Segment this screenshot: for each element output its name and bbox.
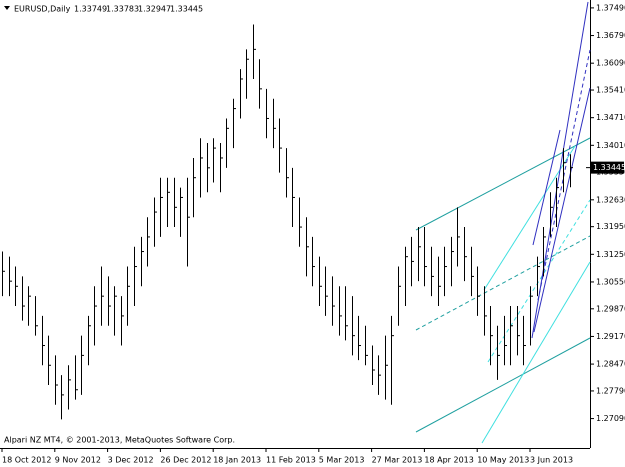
symbol-title: EURUSD,Daily [14,5,71,14]
last-price-tag [591,161,624,174]
trend-lines [415,1,591,444]
x-tick-label: 18 Apr 2013 [424,456,473,465]
x-tick-label: 27 Mar 2013 [372,456,423,465]
x-tick-label: 3 Jun 2013 [530,456,573,465]
y-tick-label: 1.36090 [596,59,625,68]
cyan-line [481,261,591,444]
y-tick-label: 1.29170 [596,332,625,341]
blue-line [533,87,591,333]
y-tick-label: 1.29870 [596,304,625,313]
last-price-label: 1.33445 [593,163,625,172]
blue-line [532,129,561,246]
x-tick-label: 11 Feb 2013 [266,456,316,465]
y-tick-label: 1.37490 [596,3,625,12]
channel-mid [415,235,591,331]
x-tick-label: 3 Dec 2012 [108,456,154,465]
footer: Alpari NZ MT4, © 2001-2013, MetaQuotes S… [4,436,235,445]
quote-low: 1.32947 [138,5,171,14]
quote-open: 1.33749 [74,5,107,14]
quote-close: 1.33445 [170,5,203,14]
menu-arrow [4,6,10,10]
blue-line [531,1,589,339]
x-tick-label: 18 Jan 2013 [213,456,261,465]
x-tick-label: 10 May 2013 [477,456,529,465]
y-tick-label: 1.28470 [596,360,625,369]
x-tick-label: 9 Nov 2012 [55,456,101,465]
y-tick-label: 1.36790 [596,31,625,40]
y-tick-label: 1.27090 [596,414,625,423]
y-tick-label: 1.35410 [596,86,625,95]
x-tick-label: 5 Mar 2013 [319,456,365,465]
quote-high: 1.33783 [106,5,139,14]
y-tick-label: 1.30550 [596,277,625,286]
y-tick-label: 1.34710 [596,113,625,122]
y-tick-label: 1.31950 [596,222,625,231]
y-tick-label: 1.32630 [596,195,625,204]
x-tick-label: 18 Oct 2012 [2,456,51,465]
x-tick-label: 26 Dec 2012 [160,456,211,465]
y-tick-label: 1.27790 [596,386,625,395]
channel-lower [415,337,591,433]
channel-upper [415,137,591,231]
y-tick-label: 1.31250 [596,250,625,259]
y-tick-label: 1.34010 [596,141,625,150]
